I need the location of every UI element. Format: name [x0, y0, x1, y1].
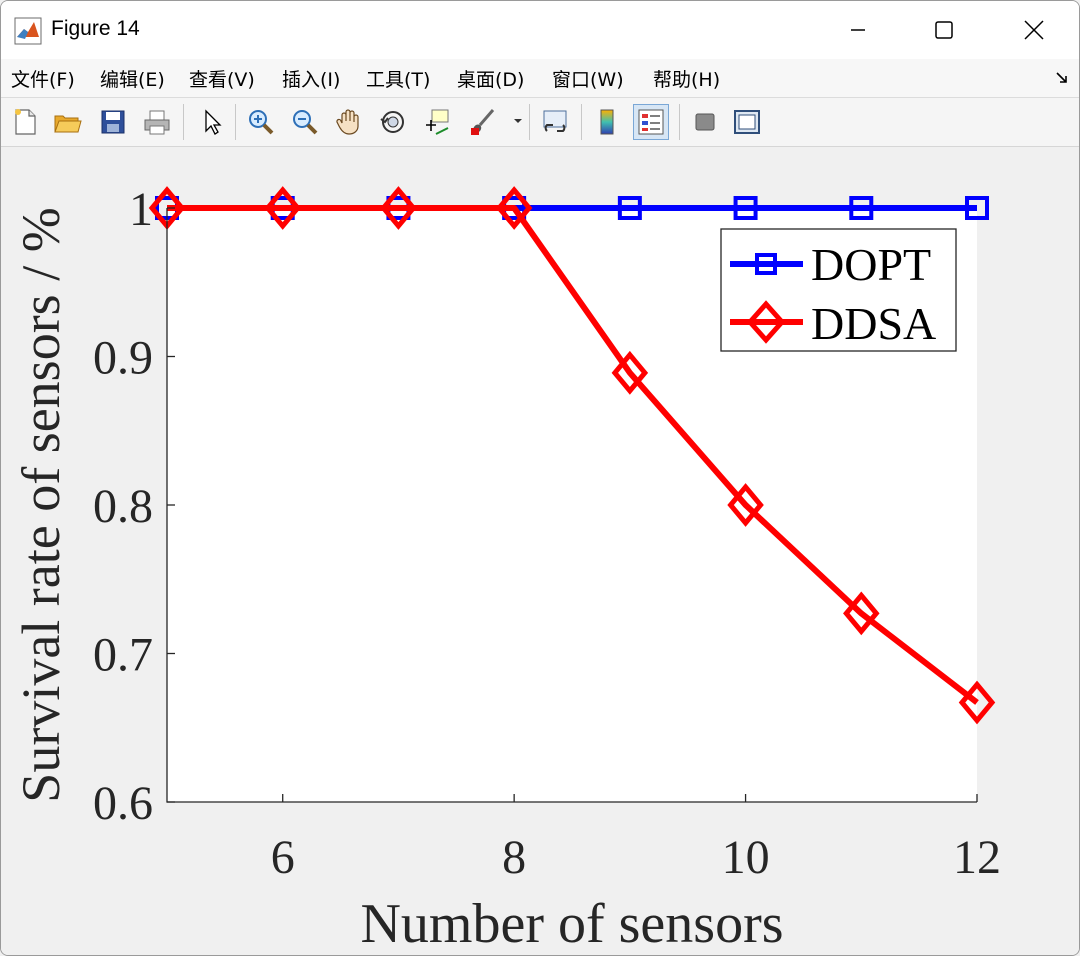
- menu-insert[interactable]: 插入(I): [282, 69, 341, 91]
- matlab-logo-icon: [14, 17, 42, 45]
- data-point-dopt: [617, 196, 642, 220]
- data-point-ddsa: [843, 591, 880, 636]
- menu-expand-icon[interactable]: [1055, 71, 1069, 85]
- y-tick-label: 0.9: [93, 332, 153, 385]
- x-axis-label: Number of sensors: [360, 893, 783, 955]
- series-line-ddsa: [167, 205, 979, 705]
- data-point-ddsa: [958, 680, 996, 725]
- menu-view[interactable]: 查看(V): [189, 69, 255, 91]
- save-button[interactable]: [95, 104, 131, 140]
- rotate-3d-icon: [380, 111, 404, 133]
- legend: DOPT DDSA: [720, 228, 957, 352]
- y-tick-label: 0.6: [93, 777, 153, 830]
- print-button[interactable]: [139, 104, 175, 140]
- menu-help[interactable]: 帮助(H): [653, 69, 721, 91]
- minimize-button[interactable]: [813, 1, 903, 59]
- open-file-button[interactable]: [49, 104, 85, 140]
- rotate-3d-button[interactable]: [375, 104, 411, 140]
- menu-window[interactable]: 窗口(W): [552, 69, 624, 91]
- zoom-out-icon: [293, 110, 318, 135]
- brush-button[interactable]: [465, 104, 501, 140]
- menu-desktop[interactable]: 桌面(D): [457, 69, 525, 91]
- y-tick-label: 0.8: [93, 480, 153, 533]
- save-icon: [101, 110, 125, 134]
- legend-marker-ddsa: [746, 300, 786, 344]
- legend-icon: [638, 109, 664, 135]
- pan-button[interactable]: [331, 104, 367, 140]
- data-point-dopt: [965, 196, 989, 220]
- maximize-button[interactable]: [899, 1, 989, 59]
- line-chart: 6 8 10 12 0.6 0.7 0.8 0.9 1 DOPT DDSA Number of …: [11, 183, 1001, 955]
- y-axis-label: Survival rate of sensors / %: [11, 207, 71, 802]
- data-point-ddsa: [264, 186, 301, 230]
- figure-toolbar: [1, 98, 1079, 147]
- title-bar: Figure 14: [1, 1, 1079, 59]
- colorbar-icon: [600, 109, 614, 135]
- zoom-in-button[interactable]: [243, 104, 279, 140]
- x-tick-label: 8: [502, 831, 526, 884]
- open-file-icon: [54, 115, 82, 133]
- data-cursor-button[interactable]: [419, 104, 455, 140]
- y-tick-label: 1: [129, 183, 153, 236]
- legend-button[interactable]: [633, 104, 669, 140]
- window-title: Figure 14: [51, 17, 140, 40]
- brush-icon: [471, 109, 495, 135]
- legend-marker-dopt: [755, 253, 777, 275]
- data-point-dopt: [849, 196, 874, 220]
- new-figure-button[interactable]: [7, 104, 43, 140]
- close-icon: [1024, 20, 1044, 40]
- menu-file[interactable]: 文件(F): [11, 69, 75, 91]
- pan-hand-icon: [336, 109, 359, 135]
- x-tick-label: 10: [722, 831, 770, 884]
- menu-tools[interactable]: 工具(T): [366, 69, 431, 91]
- edit-plot-button[interactable]: [193, 104, 229, 140]
- data-point-ddsa: [495, 186, 533, 230]
- brush-dropdown-icon[interactable]: [513, 116, 523, 126]
- colorbar-button[interactable]: [589, 104, 625, 140]
- legend-label-dopt: DOPT: [811, 239, 931, 290]
- show-plot-tools-icon: [734, 110, 760, 134]
- x-tick-label: 12: [953, 831, 1001, 884]
- x-tick-label: 6: [271, 831, 295, 884]
- y-tick-label: 0.7: [93, 629, 153, 682]
- print-icon: [144, 110, 170, 135]
- show-plot-tools-button[interactable]: [729, 104, 765, 140]
- data-point-ddsa: [611, 350, 649, 395]
- hide-plot-tools-button[interactable]: [687, 104, 723, 140]
- data-cursor-icon: [426, 109, 449, 135]
- close-button[interactable]: [989, 1, 1079, 59]
- zoom-out-button[interactable]: [287, 104, 323, 140]
- zoom-in-icon: [249, 110, 274, 135]
- legend-label-ddsa: DDSA: [811, 298, 936, 349]
- hide-plot-tools-icon: [695, 113, 715, 131]
- menu-edit[interactable]: 编辑(E): [100, 69, 165, 91]
- data-point-dopt: [733, 196, 758, 220]
- data-point-ddsa: [727, 483, 764, 527]
- link-plot-button[interactable]: [537, 104, 573, 140]
- link-plot-icon: [543, 110, 567, 132]
- minimize-icon: [851, 29, 865, 31]
- maximize-icon: [935, 21, 953, 39]
- figure-canvas-area: 6 8 10 12 0.6 0.7 0.8 0.9 1 DOPT DDSA Number of …: [1, 147, 1079, 955]
- data-point-ddsa: [380, 186, 417, 230]
- menu-bar: 文件(F) 编辑(E) 查看(V) 插入(I) 工具(T) 桌面(D) 窗口(W…: [1, 59, 1079, 98]
- new-figure-icon: [15, 109, 36, 135]
- edit-plot-arrow-icon: [205, 109, 222, 135]
